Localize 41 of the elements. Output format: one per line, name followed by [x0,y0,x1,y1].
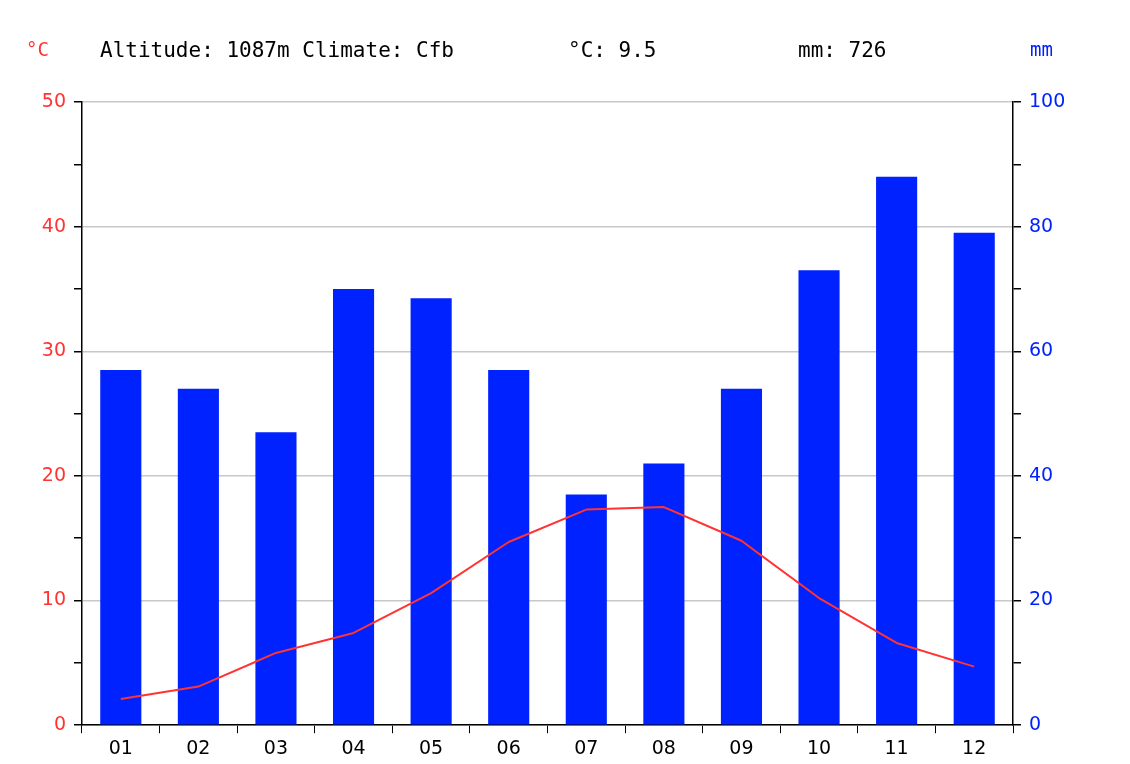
y-axis-title: °C [26,38,49,60]
x-tick-label: 04 [341,735,366,758]
y-tick-label: 20 [41,462,66,485]
x-tick-label: 06 [496,735,521,758]
y-tick-label: 50 [41,88,66,111]
bar [643,463,685,725]
bar [255,432,297,725]
x-tick-label: 07 [574,735,599,758]
bar [953,232,995,725]
bar [565,494,607,725]
bar [332,288,375,725]
text: °C: 9.5 [568,38,657,62]
bar [798,270,840,725]
y2-tick-label: 0 [1029,712,1042,735]
y2-tick-label: 100 [1029,88,1066,111]
text: mm: 726 [798,38,887,62]
bar [876,176,918,725]
y-tick-label: 30 [41,338,66,361]
chart-title: Altitude: 1087m Climate: Cfb [100,38,455,62]
y-tick-label: 0 [53,712,66,735]
x-tick-label: 08 [651,735,676,758]
x-tick-label: 09 [729,735,754,758]
y-tick-label: 40 [41,213,66,236]
y-tick-label: 10 [41,587,66,610]
y2-tick-label: 80 [1029,213,1054,236]
y2-axis-title: mm [1030,38,1053,60]
x-tick-label: 11 [884,735,909,758]
x-tick-label: 01 [108,735,133,758]
bar [177,388,219,725]
x-tick-label: 02 [186,735,211,758]
bar [488,369,530,725]
y2-tick-label: 60 [1029,338,1054,361]
x-tick-label: 05 [419,735,444,758]
bar [410,298,452,725]
y2-tick-label: 20 [1029,587,1054,610]
x-tick-label: 03 [263,735,289,758]
x-tick-label: 10 [806,735,832,758]
bar [720,388,763,725]
x-tick-label: 12 [962,735,987,758]
bar [100,369,142,725]
y2-tick-label: 40 [1029,462,1054,485]
